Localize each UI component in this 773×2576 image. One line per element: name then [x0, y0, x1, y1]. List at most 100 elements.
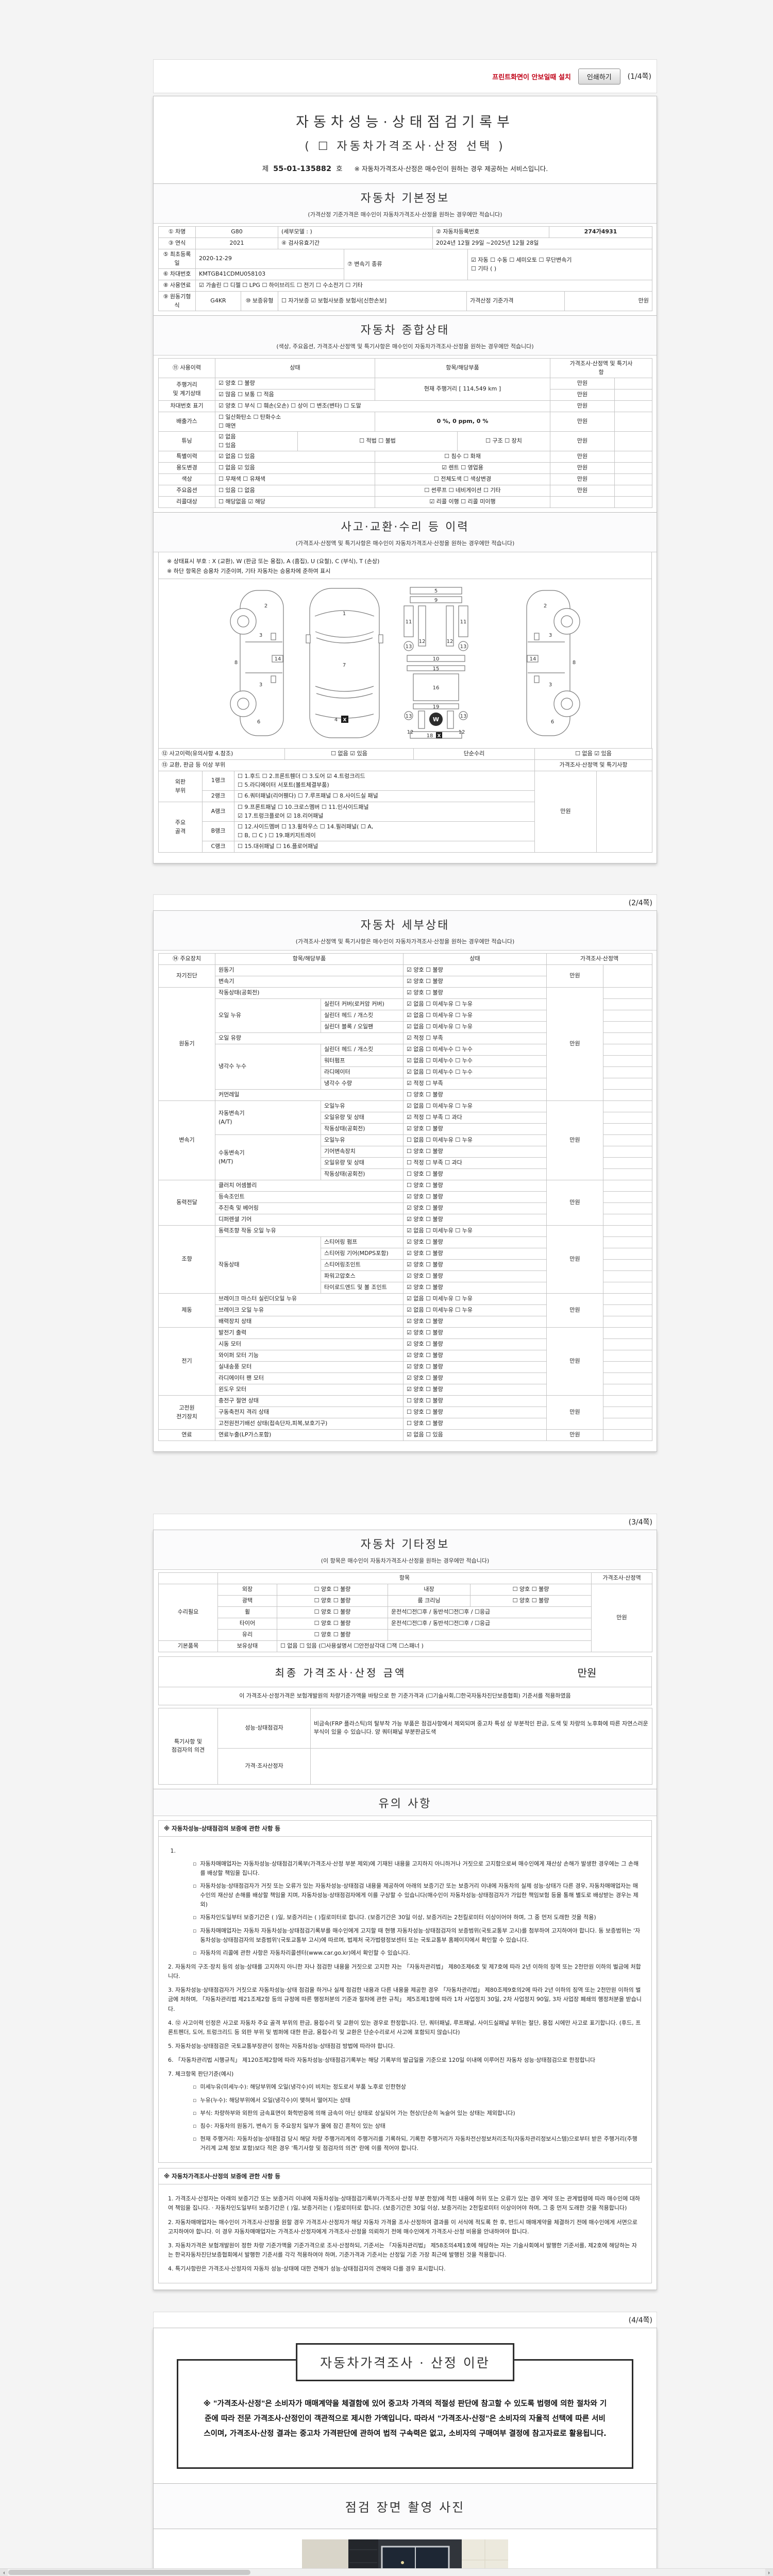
svg-text:14: 14 [275, 656, 281, 662]
notice-bullet: 자동차의 리콜에 관한 사항은 자동차리콜센터(www.car.go.kr)에서… [193, 1948, 642, 1958]
table-row: 고전원전기배선 상태(접속단자,피복,보호기구) ☐ 양호 ☐ 불량 [159, 1418, 652, 1430]
color-label: 색상 [158, 473, 215, 485]
notice-bullet: 자동차매매업자는 자동차 자동차성능·상태점검기록부를 매수인에게 고지할 때 … [193, 1926, 642, 1945]
table-row: 실린더 블록 / 오일팬 ☑ 없음 ☐ 미세누유 ☐ 누유 [159, 1021, 652, 1033]
notice-bullet: 침수: 자동차의 원동기, 변속기 등 주요장치 일부가 물에 잠긴 흔적이 있… [193, 2122, 642, 2131]
document-subtitle: ( ☐ 자동차가격조사·산정 선택 ) [305, 140, 506, 153]
fuel-options: ☑ 가솔린 ☐ 디젤 ☐ LPG ☐ 하이브리드 ☐ 전기 ☐ 수소전기 ☐ 기… [195, 280, 652, 292]
print-install-notice-link[interactable]: 프린트화면이 안보일때 설치 [492, 73, 571, 81]
price-appraisal-explainer: 자동차가격조사 · 산정 이란 ※ "가격조사·산정"은 소비자가 매매계약을 … [177, 2343, 633, 2469]
car-damage-diagram: 2 3 14 3 6 8 1 7 4 X [158, 579, 652, 749]
table-row: ③ 연식 2021 ④ 검사유효기간 2024년 12월 29일 ~2025년 … [158, 238, 652, 249]
table-row: 냉각수 누수 실린더 헤드 / 개스킷 ☑ 없음 ☐ 미세누수 ☐ 누수 [159, 1044, 652, 1090]
svg-text:18: 18 [427, 733, 433, 739]
service-note: ※ 자동차가격조사·산정은 매수인이 원하는 경우 제공하는 서비스입니다. [354, 165, 548, 173]
notice-bullet: 누유(누수): 해당부위에서 오일(냉각수)이 맺혀서 떨어지는 상태 [193, 2096, 642, 2105]
svg-text:12: 12 [447, 639, 453, 645]
photos-section-header: 점검 장면 촬영 사진 [154, 2483, 657, 2530]
notice-bullet: 자동차인도일부터 보증기간은 ( )일, 보증거리는 ( )킬로미터로 합니다.… [193, 1913, 642, 1922]
notice-item: 4. ⑫ 사고이력 인정은 사고로 자동차 주요 골격 부위의 판금, 용접수리… [168, 2019, 641, 2036]
table-row: 튜닝 ☑ 없음 ☐ 있음 ☐ 적법 ☐ 불법 ☐ 구조 ☐ 장치 만원 [158, 431, 652, 451]
notice-sec1-body: 1. 자동차매매업자는 자동차성능·상태점검기록부(가격조사·산정 부분 제외)… [158, 1836, 652, 2163]
exchange-mark-rear-panel [436, 732, 442, 738]
other-info-table: 항목 가격조사·산정액 수리필요 외장 ☐ 양호 ☐ 불량 내장 ☐ 양호 ☐ 불량 만원… [154, 1570, 657, 1656]
col-use-history: ⑪ 사용이력 [158, 358, 215, 378]
svg-text:12: 12 [459, 730, 465, 735]
opinion-table: 특기사항 및 점검자의 의견 성능·상태점검자 비금속(FRP 플라스틱)의 탈… [154, 1705, 657, 1789]
document-column: 프린트화면이 안보일때 설치 인쇄하기 (1/4쪽) 자동차성능·상태점검기록부… [153, 59, 657, 2576]
notice-title: 유의 사항 [378, 1797, 432, 1810]
appraiser-opinion-label: 가격·조사산정자 [217, 1748, 311, 1785]
mileage-status-2: ☑ 많음 ☐ 보통 ☐ 적음 [215, 389, 375, 401]
page-4: 자동차가격조사 · 산정 이란 ※ "가격조사·산정"은 소비자가 매매계약을 … [153, 2328, 657, 2576]
page-1: 자동차성능·상태점검기록부 ( ☐ 자동차가격조사·산정 선택 ) 제 55-0… [153, 96, 657, 863]
document-title-block: 자동차성능·상태점검기록부 ( ☐ 자동차가격조사·산정 선택 ) 제 55-0… [154, 96, 657, 183]
rankC-options: ☐ 15.대쉬패널 ☐ 16.플로어패널 [234, 841, 535, 853]
car-name-label: ① 차명 [158, 226, 196, 238]
table-row: 용도변경 ☐ 없음 ☑ 있음 ☑ 렌트 ☐ 영업용 만원 [158, 462, 652, 474]
simple-repair-label: 단순수리 [413, 748, 535, 760]
scroll-left-button[interactable] [0, 2569, 8, 2576]
legend-symbols: ※ 상태표시 부호 : X (교환), W (판금 또는 용접), A (흠집)… [167, 558, 380, 565]
appraiser-opinion-text [310, 1748, 652, 1785]
rank1-options: ☐ 1.후드 ☐ 2.프론트휀더 ☐ 3.도어 ☑ 4.트렁크리드 ☐ 5.라디… [234, 771, 535, 791]
accident-table: ⑫ 사고이력(유의사항 4.참조) ☐ 없음 ☑ 있음 단순수리 ☐ 없음 ☑ … [154, 748, 657, 857]
table-header-row: ⑭ 주요장치 항목/해당부품 상태 가격조사·산정액 [158, 953, 652, 965]
color-status: ☐ 무채색 ☐ 유채색 [215, 473, 375, 485]
svg-text:13: 13 [406, 714, 412, 719]
inspector-opinion-text: 비금속(FRP 플라스틱)의 탈부착 가능 부품은 점검사항에서 제외되며 중고… [310, 1707, 652, 1749]
svg-text:12: 12 [407, 730, 414, 735]
notice-item: 1. [170, 1847, 176, 1854]
svg-text:14: 14 [530, 656, 536, 662]
table-row: 수리필요 외장 ☐ 양호 ☐ 불량 내장 ☐ 양호 ☐ 불량 만원 [158, 1584, 652, 1652]
usage-status: ☐ 없음 ☑ 있음 [215, 462, 375, 474]
transmission-label: ⑦ 변속기 종류 [344, 249, 468, 280]
svg-text:7: 7 [343, 663, 346, 668]
table-row: 시동 모터 ☑ 양호 ☐ 불량 [159, 1338, 652, 1350]
emission-values: 0 %, 0 ppm, 0 % [375, 412, 550, 432]
emission-options: ☐ 일산화탄소 ☐ 탄화수소 ☐ 매연 [215, 412, 375, 432]
section-basic-info-note: (가격산정 기준가격은 매수인이 자동차가격조사·산정을 원하는 경우에만 적습… [308, 211, 502, 218]
svg-text:11: 11 [406, 619, 412, 625]
scroll-right-button[interactable] [765, 2569, 773, 2576]
section-other-note: (이 항목은 매수인이 자동차가격조사·산정을 원하는 경우에만 적습니다) [321, 1557, 490, 1564]
mileage-status-1: ☑ 양호 ☐ 불량 [215, 378, 375, 389]
svg-text:4: 4 [334, 717, 338, 723]
table-row: 라디에이터 팬 모터 ☑ 양호 ☐ 불량 [159, 1372, 652, 1384]
print-toolbar: 프린트화면이 안보일때 설치 인쇄하기 (1/4쪽) [153, 59, 657, 93]
svg-text:W: W [433, 716, 439, 723]
table-row: 고전원 전기장치 충전구 절연 상태 ☐ 양호 ☐ 불량 만원 [158, 1395, 652, 1430]
horizontal-scrollbar[interactable] [0, 2568, 773, 2576]
legend-note: ※ 하단 항목은 승용차 기준이며, 기타 자동차는 승용차에 준하여 표시 [167, 568, 331, 574]
table-header-row: ⑪ 사용이력 상태 항목/해당부품 가격조사·산정액 및 특기사 항 [158, 358, 652, 378]
final-price-label: 최종 가격조사·산정 금액 [275, 1666, 407, 1679]
rank2-options: ☐ 6.쿼터패널(리어휀다) ☐ 7.루프패널 ☐ 8.사이드실 패널 [234, 790, 535, 802]
section-detail-note: (가격조사·산정액 및 특기사항은 매수인이 자동차가격조사·산정을 원하는 경… [295, 938, 515, 945]
table-row: 오일 유량 ☑ 적정 ☐ 부족 [159, 1032, 652, 1044]
table-row: ☑ 많음 ☐ 보통 ☐ 적음 만원 [159, 389, 652, 401]
svg-text:2: 2 [264, 603, 267, 609]
notice-item: 2. 자동차매매업자는 매수인이 가격조사·산정을 원할 경우 가격조사·산정자… [168, 2218, 637, 2235]
accident-history-label: ⑫ 사고이력(유의사항 4.참조) [158, 748, 285, 760]
usage-item: ☑ 렌트 ☐ 영업용 [375, 462, 550, 474]
notice-item: 3. 자동차가격은 보험개발원이 정한 차량 기준가액을 기준가격으로 조사·산… [168, 2242, 637, 2258]
notice-bullet: 자동차성능·상태점검자가 거짓 또는 오류가 있는 자동차성능·상태점검 내용을… [193, 1882, 642, 1909]
print-button[interactable]: 인쇄하기 [578, 68, 620, 84]
table-row: C랭크 ☐ 15.대쉬패널 ☐ 16.플로어패널 [159, 841, 652, 853]
notice-item: 5. 자동차성능·상태점검은 국토교통부장관이 정하는 자동차성능·상태점검 방… [168, 2042, 395, 2049]
inspection-label: ④ 검사유효기간 [278, 238, 433, 249]
reg-no-label: ② 자동차등록번호 [432, 226, 549, 238]
table-row: 실내송풍 모터 ☑ 양호 ☐ 불량 [159, 1361, 652, 1373]
car-submodel: (세부모델 : ) [278, 226, 433, 238]
engine-type-value: G4KR [195, 291, 241, 311]
svg-text:9: 9 [434, 598, 438, 603]
table-row: ⑨ 원동기형식 G4KR ⑩ 보증유형 ☐ 자가보증 ☑ 보험사보증 보험사[신… [158, 291, 652, 311]
notice-bullet: 자동차매매업자는 자동차성능·상태점검기록부(가격조사·산정 부분 제외)에 기… [193, 1859, 642, 1878]
section-overall-header: 자동차 종합상태 (색상, 주요옵션, 가격조사·산정액 및 특기사항은 매수인… [154, 315, 657, 355]
section-detail-header: 자동차 세부상태 (가격조사·산정액 및 특기사항은 매수인이 자동차가격조사·… [154, 911, 657, 951]
table-row: 가격·조사산정자 [159, 1748, 652, 1785]
transmission-options: ☑ 자동 ☐ 수동 ☐ 세미오토 ☐ 무단변속기 ☐ 기타 ( ) [467, 249, 652, 280]
first-reg-label: ⑤ 최초등록일 [158, 249, 196, 269]
scrollbar-thumb[interactable] [8, 2570, 250, 2575]
table-row: ⑫ 사고이력(유의사항 4.참조) ☐ 없음 ☑ 있음 단순수리 ☐ 없음 ☑ … [158, 748, 652, 760]
